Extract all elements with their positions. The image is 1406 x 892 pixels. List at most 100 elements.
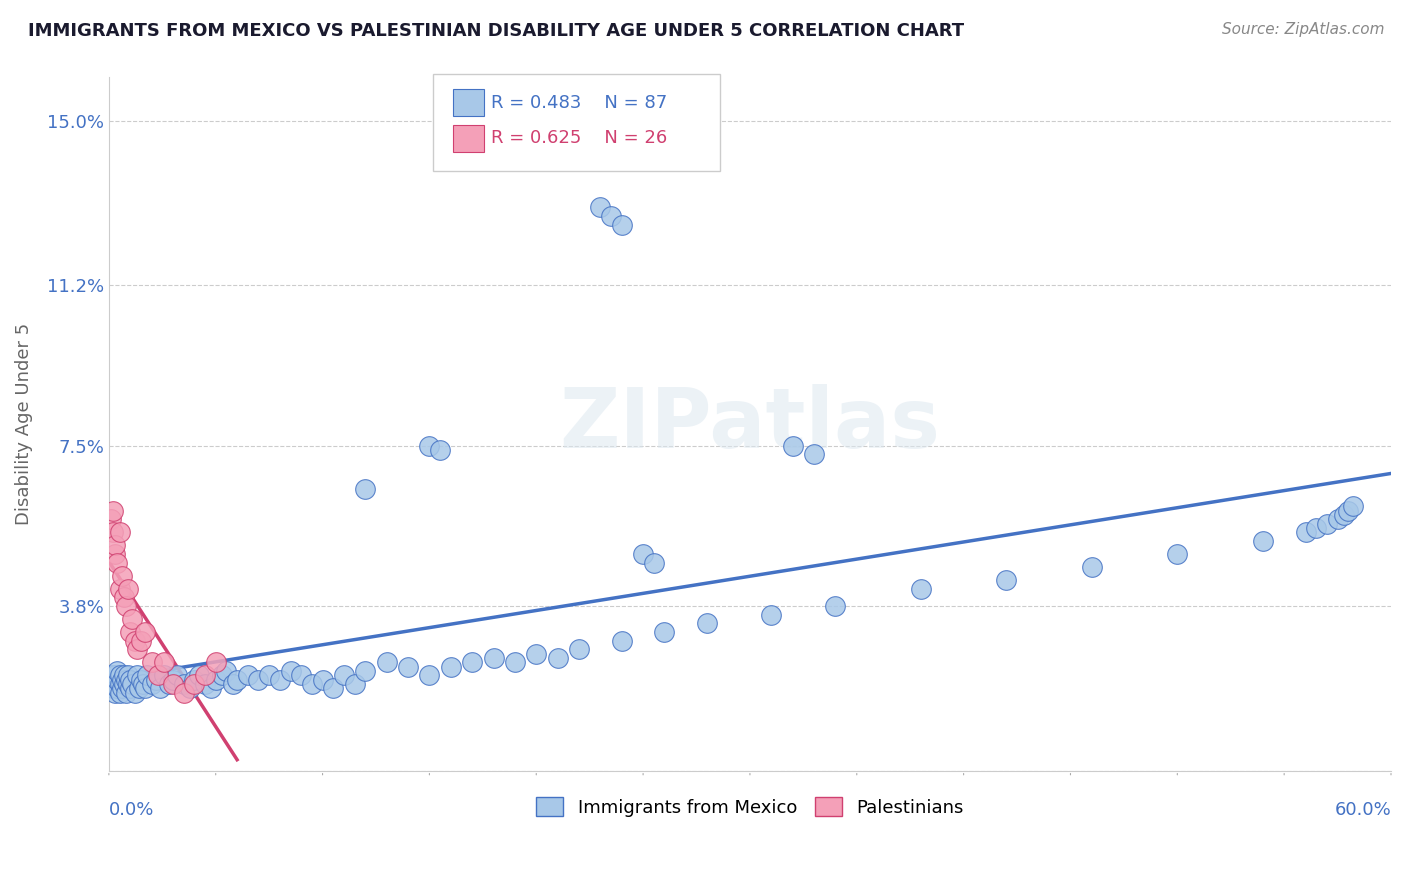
Point xyxy=(440,659,463,673)
Point xyxy=(108,525,131,540)
Point xyxy=(104,677,127,691)
Point xyxy=(120,673,142,687)
Point xyxy=(124,633,146,648)
Point xyxy=(162,677,184,691)
Point xyxy=(194,668,217,682)
Point xyxy=(179,681,201,696)
Point xyxy=(333,668,356,682)
Point xyxy=(1316,516,1339,531)
Point xyxy=(104,547,127,561)
Point xyxy=(215,664,238,678)
Point xyxy=(396,659,419,673)
Point xyxy=(112,591,135,605)
Point xyxy=(761,607,783,622)
Text: ZIPatlas: ZIPatlas xyxy=(560,384,941,465)
Point xyxy=(589,201,612,215)
Point xyxy=(204,656,226,670)
Point xyxy=(117,582,139,596)
Point xyxy=(995,573,1018,587)
Point xyxy=(643,556,665,570)
Point xyxy=(782,439,804,453)
Point xyxy=(173,686,195,700)
Point xyxy=(418,439,440,453)
Point xyxy=(183,673,205,687)
Point xyxy=(104,538,127,552)
Point xyxy=(1251,534,1274,549)
Point xyxy=(108,677,131,691)
Point xyxy=(654,625,676,640)
Point xyxy=(375,656,398,670)
Point xyxy=(187,668,209,682)
Point xyxy=(429,443,451,458)
Point xyxy=(631,547,654,561)
Point xyxy=(134,681,156,696)
Point xyxy=(696,616,718,631)
Text: R = 0.483    N = 87: R = 0.483 N = 87 xyxy=(491,94,666,112)
Point xyxy=(111,673,134,687)
Point xyxy=(162,673,184,687)
Point xyxy=(610,218,633,232)
Point xyxy=(100,668,122,682)
Point xyxy=(1295,525,1317,540)
Point xyxy=(125,668,148,682)
Point xyxy=(101,673,124,687)
Point xyxy=(247,673,270,687)
Point xyxy=(204,673,226,687)
Point xyxy=(610,633,633,648)
Point xyxy=(108,668,131,682)
Point xyxy=(129,633,152,648)
Point xyxy=(824,599,846,613)
Text: 60.0%: 60.0% xyxy=(1334,801,1391,819)
Text: IMMIGRANTS FROM MEXICO VS PALESTINIAN DISABILITY AGE UNDER 5 CORRELATION CHART: IMMIGRANTS FROM MEXICO VS PALESTINIAN DI… xyxy=(28,22,965,40)
Point xyxy=(311,673,333,687)
Text: 0.0%: 0.0% xyxy=(108,801,155,819)
Point xyxy=(100,512,122,526)
Point xyxy=(111,681,134,696)
Point xyxy=(1081,560,1104,574)
Point xyxy=(141,677,163,691)
Point xyxy=(111,568,134,582)
Point xyxy=(129,673,152,687)
Point xyxy=(547,651,569,665)
Point xyxy=(134,625,156,640)
Legend: Immigrants from Mexico, Palestinians: Immigrants from Mexico, Palestinians xyxy=(529,790,972,824)
Y-axis label: Disability Age Under 5: Disability Age Under 5 xyxy=(15,323,32,525)
Point xyxy=(257,668,280,682)
Point xyxy=(290,668,312,682)
Point xyxy=(112,668,135,682)
Point xyxy=(200,681,222,696)
Point xyxy=(269,673,291,687)
Point xyxy=(194,677,217,691)
Point xyxy=(157,677,180,691)
Point xyxy=(146,668,169,682)
Point xyxy=(418,668,440,682)
Point xyxy=(211,668,233,682)
Point xyxy=(117,677,139,691)
Point xyxy=(112,677,135,691)
Point xyxy=(101,504,124,518)
Point xyxy=(101,681,124,696)
Point xyxy=(354,482,377,496)
Point xyxy=(104,686,127,700)
Point xyxy=(108,582,131,596)
Text: R = 0.625    N = 26: R = 0.625 N = 26 xyxy=(491,129,666,147)
Point xyxy=(1333,508,1355,522)
Point xyxy=(1341,500,1364,514)
Point xyxy=(236,668,259,682)
Point xyxy=(910,582,932,596)
Point xyxy=(803,447,825,461)
Point xyxy=(120,681,142,696)
Point xyxy=(115,686,138,700)
Point xyxy=(149,681,172,696)
Point xyxy=(108,686,131,700)
Point xyxy=(124,686,146,700)
Point xyxy=(121,612,143,626)
Point xyxy=(120,625,142,640)
Point xyxy=(132,677,155,691)
Point xyxy=(117,668,139,682)
Point xyxy=(343,677,366,691)
Point xyxy=(121,677,143,691)
Point xyxy=(322,681,344,696)
Point xyxy=(107,664,129,678)
Point xyxy=(1305,521,1327,535)
